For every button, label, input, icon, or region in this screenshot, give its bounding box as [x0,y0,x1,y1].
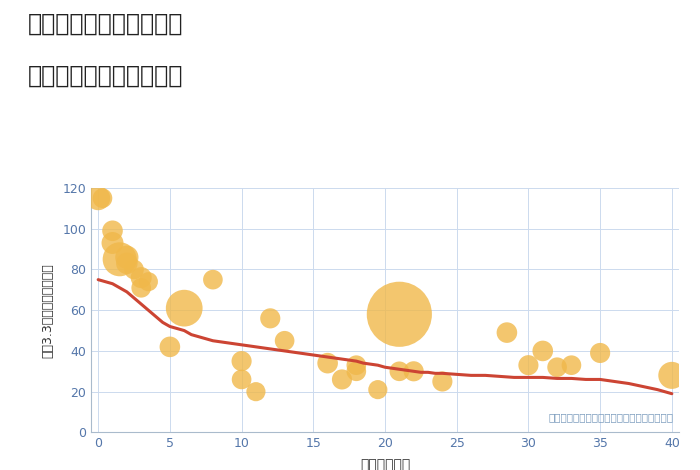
Point [121,259,132,267]
Point [351,368,362,375]
Text: 三重県津市美里町穴倉の: 三重県津市美里町穴倉の [28,12,183,36]
Point [107,227,118,235]
Point [437,378,448,385]
Text: 円の大きさは、取引のあった物件面積を示す: 円の大きさは、取引のあった物件面積を示す [548,413,673,423]
Point [121,253,132,261]
Point [265,314,276,322]
Point [408,368,419,375]
Text: 築年数別中古戸建て価格: 築年数別中古戸建て価格 [28,63,183,87]
Point [666,372,678,379]
Point [594,349,606,357]
Point [92,195,104,202]
Point [178,305,190,312]
Point [236,357,247,365]
Point [143,278,154,285]
Point [136,284,147,291]
Point [351,361,362,369]
Point [279,337,290,345]
Point [114,256,125,263]
Point [393,368,405,375]
Y-axis label: 坪（3.3㎡）単価（万円）: 坪（3.3㎡）単価（万円） [41,263,54,358]
Point [501,329,512,337]
Point [322,360,333,367]
Point [97,195,108,202]
Point [236,376,247,383]
Point [393,311,405,318]
Point [251,388,262,395]
X-axis label: 築年数（年）: 築年数（年） [360,459,410,470]
Point [566,361,577,369]
Point [523,361,534,369]
Point [337,376,348,383]
Point [107,239,118,247]
Point [164,343,176,351]
Point [207,276,218,283]
Point [537,347,548,355]
Point [552,363,563,371]
Point [128,266,139,273]
Point [372,386,384,393]
Point [136,274,147,282]
